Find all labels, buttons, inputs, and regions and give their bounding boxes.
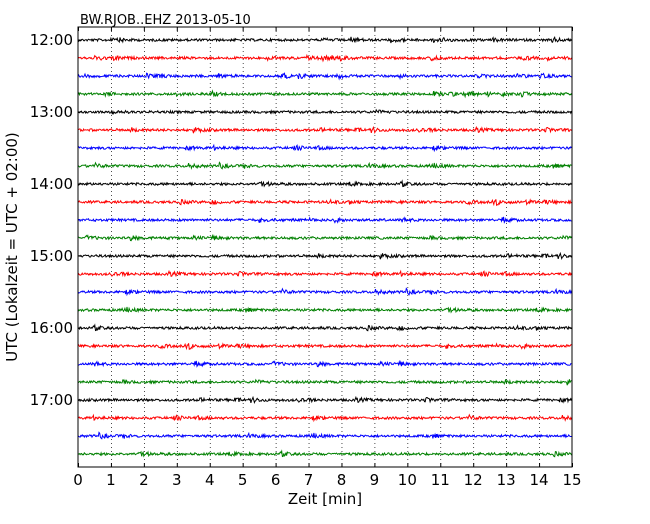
plot-frame xyxy=(77,26,573,468)
y-tick-label: 16:00 xyxy=(30,319,73,337)
y-tick-label: 12:00 xyxy=(30,31,73,49)
seismogram-trace xyxy=(77,449,572,458)
seismogram-trace xyxy=(77,108,572,115)
seismogram-trace xyxy=(77,395,572,404)
grid-layer xyxy=(111,27,540,467)
x-tick-label: 1 xyxy=(106,471,116,489)
seismogram-trace xyxy=(77,342,572,351)
y-tick-label: 14:00 xyxy=(30,175,73,193)
x-tick-label: 9 xyxy=(370,471,380,489)
seismogram-trace xyxy=(77,431,572,440)
seismogram-trace xyxy=(77,323,572,332)
x-axis-label: Zeit [min] xyxy=(288,490,362,508)
seismogram-trace xyxy=(77,72,572,81)
x-tick-label: 8 xyxy=(337,471,347,489)
seismogram-trace xyxy=(77,35,572,44)
seismogram-trace xyxy=(77,269,572,278)
tick-layer: 0 1 2 3 4 5 6 7 8 9 10 11 12 13 14 1512:0013:0014:0015:… xyxy=(30,27,582,489)
seismogram-trace xyxy=(77,53,572,63)
chart-title: BW.RJOB..EHZ 2013-05-10 xyxy=(80,13,251,28)
x-tick-label: 6 xyxy=(271,471,281,489)
x-tick-label: 10 xyxy=(398,471,417,489)
x-tick-label: 2 xyxy=(139,471,149,489)
seismogram-trace xyxy=(77,161,572,170)
trace-layer xyxy=(77,35,572,458)
y-axis-label: UTC (Lokalzeit = UTC + 02:00) xyxy=(3,132,21,362)
seismogram-trace xyxy=(77,306,572,314)
y-tick-label: 17:00 xyxy=(30,391,73,409)
y-tick-label: 15:00 xyxy=(30,247,73,265)
x-tick-label: 14 xyxy=(530,471,549,489)
x-tick-label: 0 xyxy=(73,471,83,489)
seismogram-trace xyxy=(77,287,572,297)
seismogram-trace xyxy=(77,198,572,207)
x-tick-label: 3 xyxy=(172,471,182,489)
x-tick-label: 4 xyxy=(205,471,215,489)
x-tick-label: 13 xyxy=(497,471,516,489)
seismogram-trace xyxy=(77,143,572,153)
y-tick-label: 13:00 xyxy=(30,103,73,121)
x-tick-label: 5 xyxy=(238,471,248,489)
seismogram-trace xyxy=(77,359,572,368)
seismogram-trace xyxy=(77,216,572,224)
x-tick-label: 12 xyxy=(464,471,483,489)
seismogram-trace xyxy=(77,179,572,188)
seismogram-trace xyxy=(77,251,572,260)
x-tick-label: 7 xyxy=(304,471,314,489)
seismogram-trace xyxy=(77,413,572,423)
seismogram-trace xyxy=(77,233,572,242)
seismogram-trace xyxy=(77,378,572,386)
x-tick-label: 11 xyxy=(431,471,450,489)
seismogram-trace xyxy=(77,89,572,99)
x-tick-label: 15 xyxy=(562,471,581,489)
seismogram-trace xyxy=(77,125,572,134)
